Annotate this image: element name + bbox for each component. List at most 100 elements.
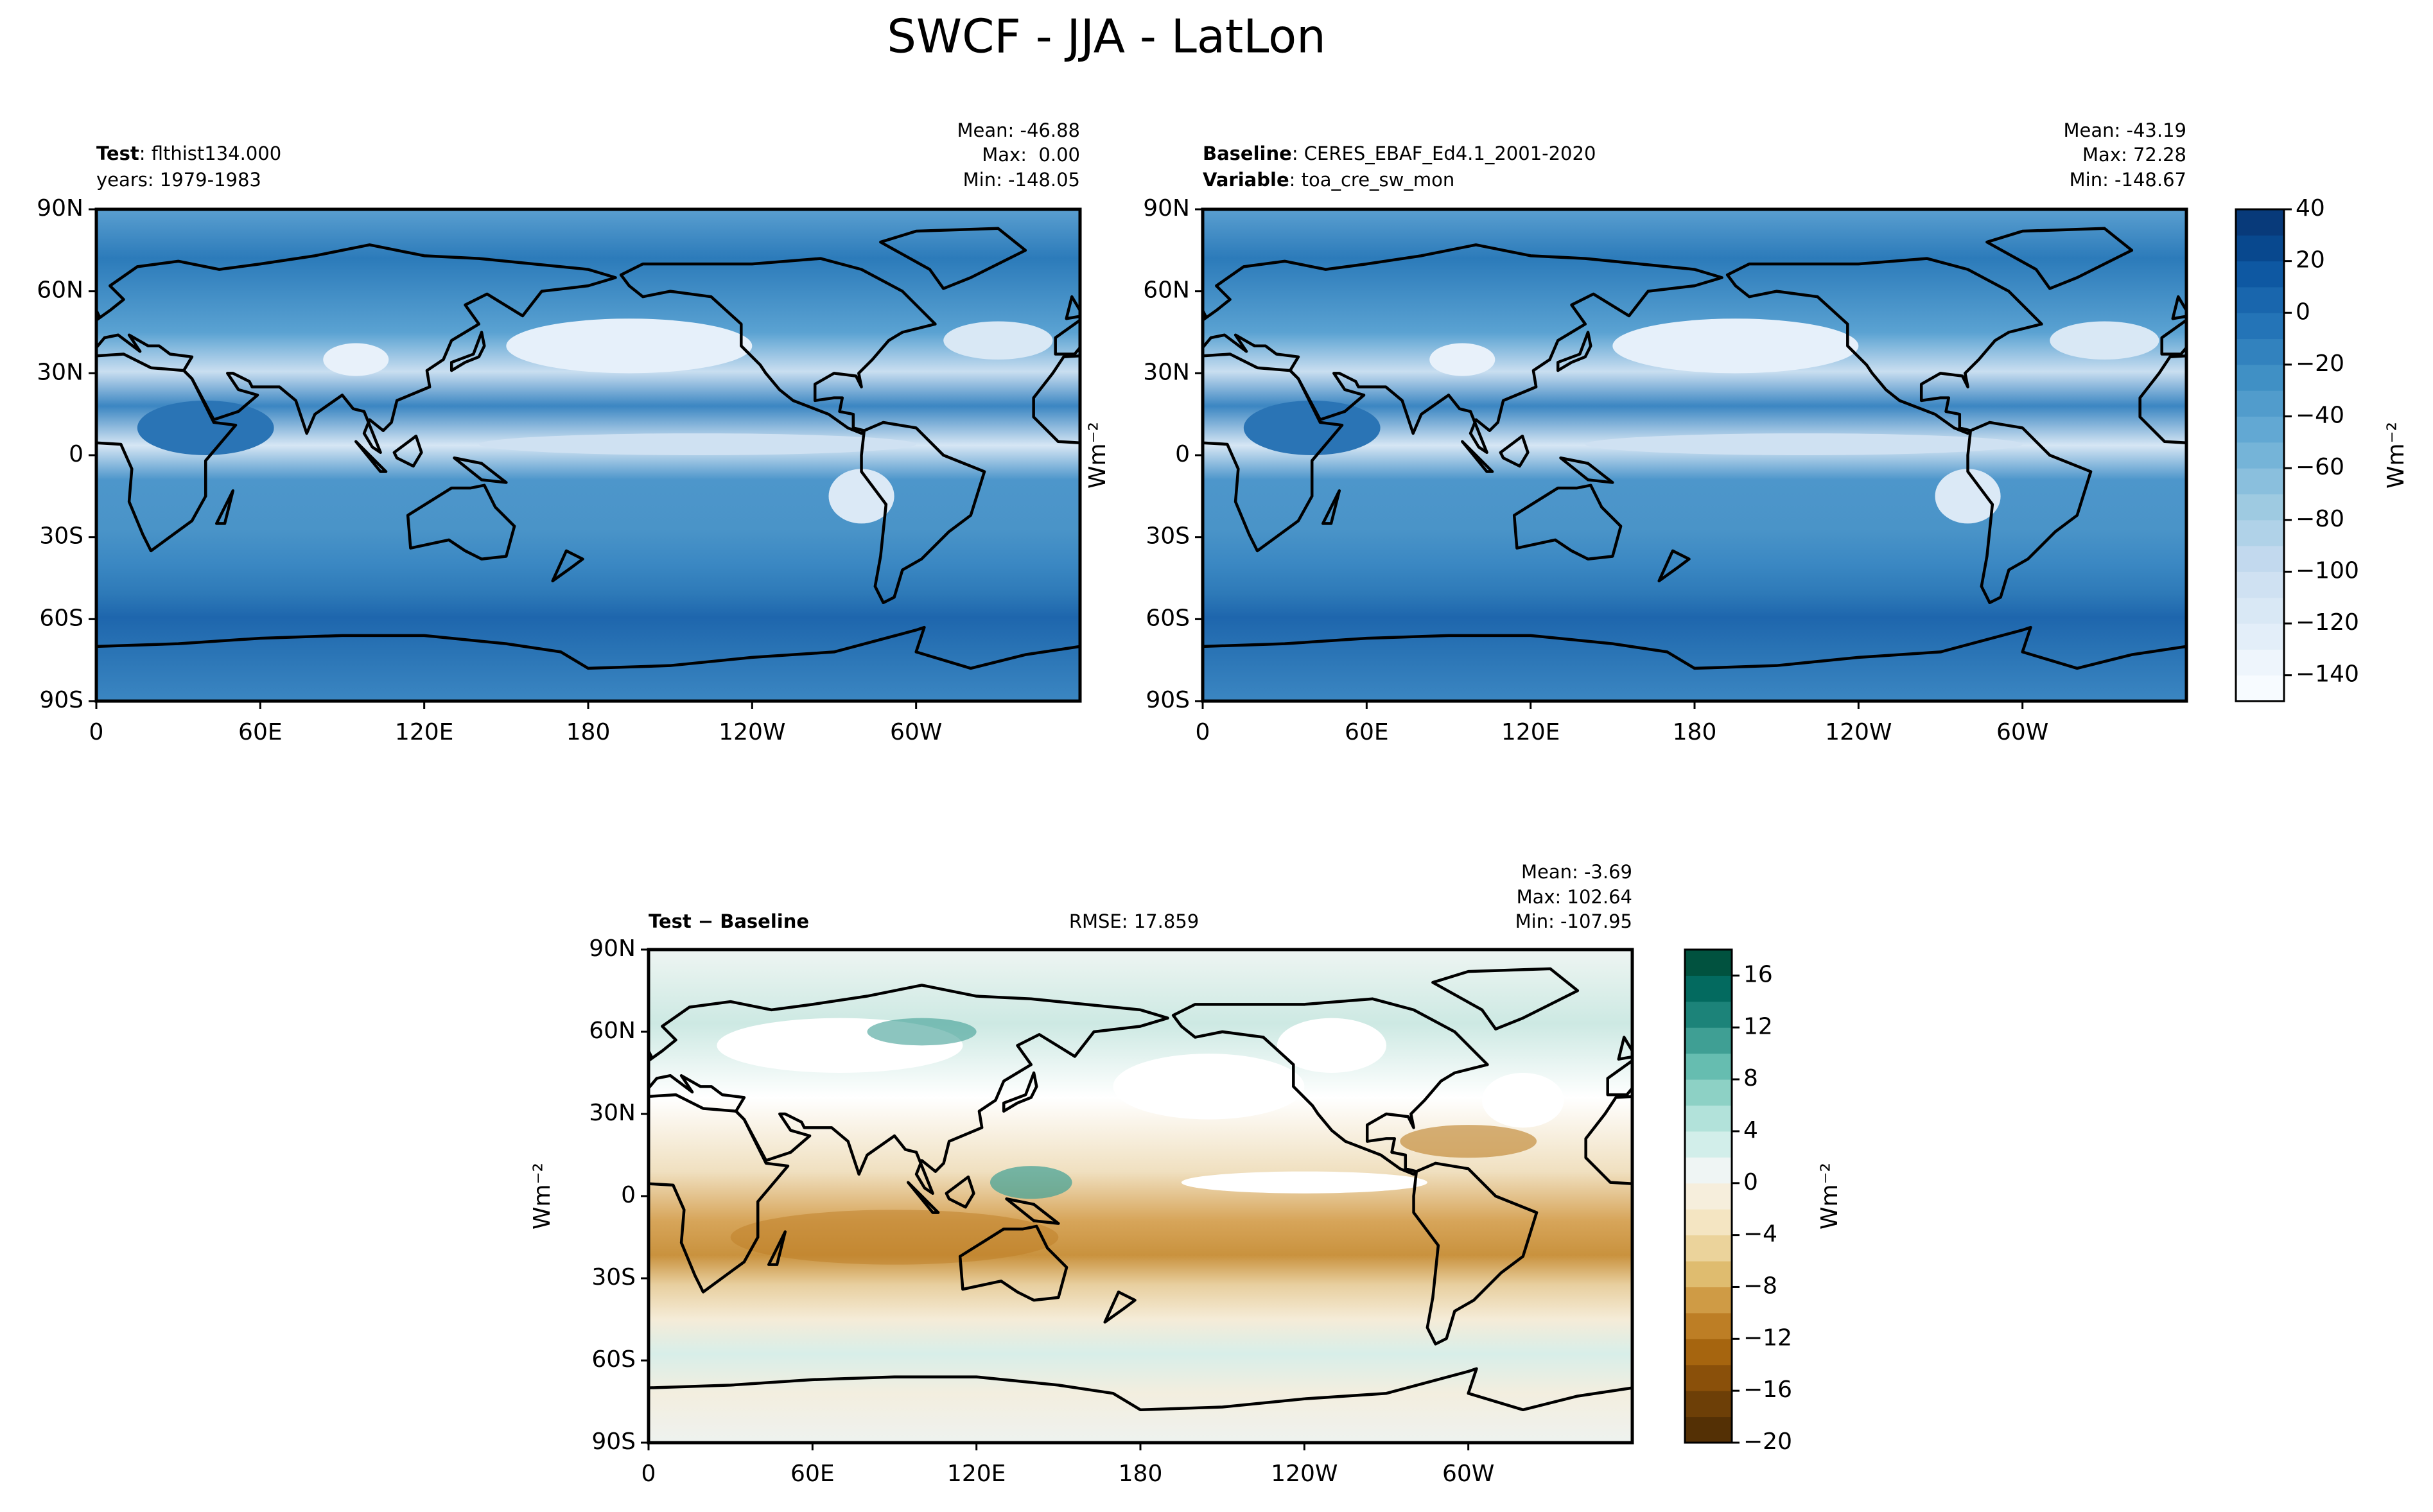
colorbar-frame — [2235, 208, 2285, 702]
colorbar-band — [2236, 338, 2284, 365]
header-text: : flthist134.000 — [139, 143, 281, 164]
y-tick-label: 60S — [591, 1346, 636, 1373]
x-tick-label: 60W — [1996, 719, 2048, 745]
colorbar-band — [1685, 1287, 1732, 1314]
colorbar-tick-label: −4 — [1743, 1221, 1777, 1247]
colorbar-band — [2236, 286, 2284, 313]
colorbar-band — [2236, 442, 2284, 469]
colorbar-tick-label: −8 — [1743, 1273, 1777, 1299]
colorbar-band — [1685, 975, 1732, 1002]
header-line: years: 1979-1983 — [96, 169, 261, 191]
y-tick-label: 90N — [1143, 195, 1190, 222]
colorbar-band — [2236, 546, 2284, 572]
stat: Min: -148.67 — [2070, 169, 2186, 191]
colorbar-band — [1685, 1339, 1732, 1366]
header-key: Test — [96, 143, 139, 164]
y-tick-label: 60N — [589, 1018, 636, 1044]
colorbar-tick-label: −100 — [2296, 557, 2359, 584]
colorbar-band — [2236, 519, 2284, 546]
colorbar-band — [1685, 1364, 1732, 1391]
colorbar-band — [2236, 494, 2284, 521]
y-tick-label: 60S — [1146, 605, 1190, 631]
header-line: Test − Baseline — [649, 910, 809, 932]
y-tick-label: 30S — [591, 1264, 636, 1290]
x-tick-label: 60W — [1442, 1461, 1494, 1487]
stat: Mean: -3.69 — [1521, 861, 1632, 883]
colorbar-tick-label: 0 — [1743, 1169, 1758, 1195]
stat: Max: 72.28 — [2082, 144, 2186, 166]
contour-field — [96, 209, 1080, 701]
stat: Mean: -43.19 — [2064, 119, 2187, 141]
colorbar-tick-label: 8 — [1743, 1065, 1758, 1091]
colorbar-band — [2236, 468, 2284, 494]
colorbar-band — [2236, 209, 2284, 236]
colorbar-tick-label: −80 — [2296, 506, 2344, 532]
colorbar-tick-label: 16 — [1743, 961, 1773, 987]
colorbar-tick-label: −20 — [1743, 1429, 1792, 1455]
x-tick-label: 120W — [719, 719, 785, 745]
colorbar-band — [1685, 950, 1732, 976]
figure-title: SWCF - JJA - LatLon — [887, 10, 1326, 64]
colorbar-tick-label: 40 — [2296, 195, 2325, 222]
header-line: Variable: toa_cre_sw_mon — [1203, 169, 1454, 191]
header-text: : toa_cre_sw_mon — [1289, 169, 1455, 191]
colorbar-band — [1685, 1312, 1732, 1339]
stat: Max: 0.00 — [982, 144, 1080, 166]
header-text: years: 1979-1983 — [96, 169, 261, 191]
colorbar-band — [2236, 675, 2284, 702]
colorbar-band — [2236, 313, 2284, 340]
colorbar-tick-label: −12 — [1743, 1325, 1792, 1351]
colorbar-band — [2236, 623, 2284, 650]
map-field — [649, 950, 1632, 1443]
colorbar-tick-label: −16 — [1743, 1377, 1792, 1403]
y-tick-label: 30N — [37, 359, 83, 385]
y-tick-label: 0 — [69, 441, 83, 467]
colorbar-tick-label: −140 — [2296, 661, 2359, 688]
header-key: Baseline — [1203, 143, 1292, 164]
colorbar-band — [1685, 1105, 1732, 1132]
colorbar-tick-label: 12 — [1743, 1013, 1773, 1039]
header-line: Baseline: CERES_EBAF_Ed4.1_2001-2020 — [1203, 143, 1596, 164]
y-tick-label: 0 — [1175, 441, 1190, 467]
colorbar-tick-label: 0 — [2296, 299, 2310, 325]
x-tick-label: 120W — [1271, 1461, 1338, 1487]
y-tick-label: 30S — [1146, 523, 1190, 550]
x-tick-label: 180 — [566, 719, 611, 745]
y-tick-label: 90S — [39, 687, 83, 713]
y-tick-label: 30N — [589, 1100, 636, 1126]
colorbar-band — [2236, 261, 2284, 288]
x-tick-label: 0 — [1196, 719, 1210, 745]
header-text: : CERES_EBAF_Ed4.1_2001-2020 — [1292, 143, 1596, 164]
colorbar-label: Wm⁻² — [2383, 422, 2409, 489]
colorbar-band — [2236, 364, 2284, 391]
colorbar-label: Wm⁻² — [1817, 1163, 1843, 1230]
rmse: RMSE: 17.859 — [1069, 910, 1199, 932]
y-axis-label: Wm⁻² — [529, 1163, 555, 1230]
x-tick-label: 0 — [89, 719, 104, 745]
y-tick-label: 90S — [591, 1429, 636, 1455]
x-tick-label: 180 — [1119, 1461, 1163, 1487]
colorbar-band — [1685, 1131, 1732, 1158]
x-tick-label: 0 — [641, 1461, 656, 1487]
colorbar-tick-label: −60 — [2296, 454, 2344, 480]
header-line: Test: flthist134.000 — [96, 143, 281, 164]
colorbar-band — [2236, 649, 2284, 676]
y-tick-label: 90S — [1146, 687, 1190, 713]
colorbar-band — [2236, 597, 2284, 624]
colorbar-band — [2236, 390, 2284, 417]
y-tick-label: 60N — [37, 277, 83, 304]
stat: Min: -148.05 — [963, 169, 1080, 191]
colorbar-band — [1685, 1053, 1732, 1080]
colorbar-band — [1685, 1183, 1732, 1210]
y-tick-label: 0 — [621, 1182, 636, 1208]
x-tick-label: 60E — [1345, 719, 1389, 745]
x-tick-label: 60E — [238, 719, 283, 745]
contour-field — [1203, 209, 2186, 701]
colorbar-band — [2236, 571, 2284, 598]
y-tick-label: 30S — [39, 523, 83, 550]
colorbar-band — [1685, 1157, 1732, 1184]
y-tick-label: 90N — [589, 935, 636, 962]
colorbar-tick-label: −40 — [2296, 403, 2344, 429]
